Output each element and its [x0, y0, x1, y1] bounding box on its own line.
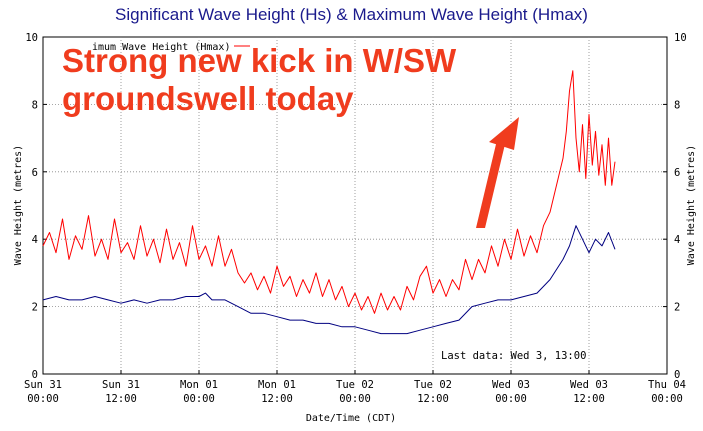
series-line-hmax [42, 70, 616, 314]
y-tick-label-left: 4 [32, 234, 38, 246]
x-tick-label-day: Wed 03 [570, 379, 608, 391]
y-tick-label-left: 2 [32, 302, 38, 314]
grid-lines [43, 37, 667, 374]
x-tick-label-time: 00:00 [27, 393, 59, 405]
x-tick-label-day: Thu 04 [648, 379, 686, 391]
x-tick-label-time: 12:00 [573, 393, 605, 405]
y-tick-label-left: 0 [32, 369, 38, 381]
chart-title: Significant Wave Height (Hs) & Maximum W… [115, 5, 588, 24]
x-axis: Sun 31 00:00 Sun 31 12:00 Mon 01 00:00 Mon 01 1… [24, 370, 686, 405]
x-tick-label-time: 12:00 [105, 393, 137, 405]
y-tick-label-left: 10 [25, 32, 38, 44]
arrow-shaft [476, 140, 506, 228]
annotation-line-1: Strong new kick in W/SW [62, 42, 457, 79]
y-axis-right: 0 2 4 6 8 10 [663, 32, 687, 381]
last-data-label: Last data: Wed 3, 13:00 [441, 350, 586, 362]
arrow-head [489, 117, 519, 150]
y-tick-label-right: 4 [674, 234, 680, 246]
x-tick-label-day: Sun 31 [24, 379, 62, 391]
legend-label-hmax: imum Wave Height (Hmax) [92, 42, 230, 53]
x-tick-label-day: Wed 03 [492, 379, 530, 391]
y-axis-right-title: Wave Height (metres) [686, 145, 697, 265]
x-tick-label-day: Mon 01 [180, 379, 218, 391]
x-axis-title: Date/Time (CDT) [306, 413, 396, 424]
x-tick-label-time: 12:00 [261, 393, 293, 405]
y-tick-label-left: 8 [32, 99, 38, 111]
x-tick-label-time: 12:00 [417, 393, 449, 405]
series-line-hs [42, 225, 616, 335]
legend: imum Wave Height (Hmax) [92, 42, 250, 53]
x-tick-label-time: 00:00 [183, 393, 215, 405]
x-tick-label-day: Sun 31 [102, 379, 140, 391]
x-tick-label-time: 00:00 [339, 393, 371, 405]
y-axis-left: 0 2 4 6 8 10 [25, 32, 47, 381]
y-tick-label-right: 10 [674, 32, 687, 44]
y-tick-label-right: 0 [674, 369, 680, 381]
y-tick-label-left: 6 [32, 167, 38, 179]
x-tick-label-time: 00:00 [495, 393, 527, 405]
y-tick-label-right: 2 [674, 302, 680, 314]
y-tick-label-right: 8 [674, 99, 680, 111]
y-tick-label-right: 6 [674, 167, 680, 179]
x-tick-label-day: Tue 02 [414, 379, 452, 391]
x-tick-label-day: Tue 02 [336, 379, 374, 391]
annotation-line-2: groundswell today [62, 80, 354, 117]
y-axis-left-title: Wave Height (metres) [13, 145, 24, 265]
series-group [42, 70, 616, 335]
x-tick-label-day: Mon 01 [258, 379, 296, 391]
annotation-arrow [476, 117, 519, 228]
x-tick-label-time: 00:00 [651, 393, 683, 405]
